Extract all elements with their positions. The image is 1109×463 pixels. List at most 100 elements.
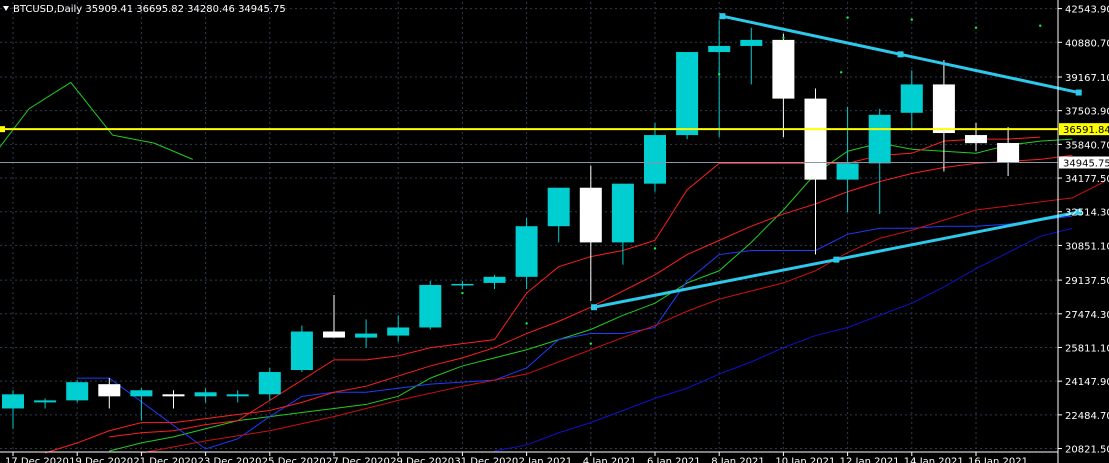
candle-body[interactable]: [290, 331, 313, 370]
candle-body[interactable]: [419, 284, 442, 328]
x-tick-label: 27 Dec 2020: [326, 456, 390, 463]
candle[interactable]: [451, 280, 474, 289]
candle[interactable]: [387, 315, 410, 342]
candle-body[interactable]: [932, 84, 955, 134]
candle[interactable]: [66, 380, 89, 403]
candle-body[interactable]: [483, 276, 506, 283]
y-tick-label: 34177.50: [1065, 174, 1109, 185]
y-tick-label: 37503.90: [1065, 107, 1109, 118]
candle[interactable]: [194, 388, 217, 403]
candle-body[interactable]: [836, 163, 859, 180]
x-tick-label: 2 Jan 2021: [519, 456, 573, 463]
candle[interactable]: [708, 19, 731, 138]
x-tick-label: 16 Jan 2021: [968, 456, 1028, 463]
candle-body[interactable]: [98, 384, 121, 397]
candle[interactable]: [932, 60, 955, 172]
y-tick-label: 35840.70: [1065, 140, 1109, 151]
trendlines-layer[interactable]: [591, 13, 1082, 311]
candle[interactable]: [579, 165, 602, 302]
candle[interactable]: [34, 398, 57, 409]
indicator-line-darkblue_ma: [494, 227, 1073, 452]
candle-body[interactable]: [258, 372, 281, 395]
candle-body[interactable]: [868, 114, 891, 164]
candle[interactable]: [772, 33, 795, 138]
candle-body[interactable]: [194, 392, 217, 397]
candle[interactable]: [804, 88, 827, 255]
signal-dot: [525, 322, 528, 325]
trendline-handle[interactable]: [833, 256, 840, 263]
x-tick-label: 8 Jan 2021: [711, 456, 765, 463]
y-tick-label: 29137.50: [1065, 276, 1109, 287]
candle[interactable]: [355, 319, 378, 348]
candles-layer[interactable]: [2, 19, 1020, 429]
candle[interactable]: [611, 183, 634, 265]
candle-body[interactable]: [355, 333, 378, 338]
candle-body[interactable]: [323, 331, 345, 338]
candle[interactable]: [290, 325, 313, 373]
candle-body[interactable]: [2, 394, 24, 409]
hline-layer[interactable]: 36591.84 34945.75: [0, 123, 1109, 169]
triangle-down-icon[interactable]: [3, 6, 9, 11]
candle-body[interactable]: [644, 135, 666, 184]
candle-body[interactable]: [451, 283, 474, 286]
trendline-handle[interactable]: [591, 304, 598, 311]
y-tick-label: 25811.10: [1065, 343, 1109, 354]
signal-dot: [782, 36, 785, 40]
indicator-line-red_ma: [44, 154, 1073, 454]
candle-body[interactable]: [965, 135, 987, 144]
candle[interactable]: [98, 378, 121, 409]
candle[interactable]: [965, 122, 987, 152]
candle[interactable]: [515, 218, 538, 289]
candle-body[interactable]: [676, 52, 699, 136]
signal-dot: [653, 247, 657, 250]
candle-body[interactable]: [900, 84, 923, 113]
candle-body[interactable]: [130, 390, 153, 397]
trendline-handle[interactable]: [719, 13, 726, 20]
candle-body[interactable]: [34, 400, 57, 403]
candle-body[interactable]: [804, 98, 827, 180]
candle-body[interactable]: [740, 39, 763, 46]
current-price-tag: [1059, 156, 1109, 169]
candle[interactable]: [740, 27, 763, 85]
candle-body[interactable]: [515, 226, 538, 277]
candle[interactable]: [2, 390, 24, 429]
candle-body[interactable]: [226, 394, 249, 397]
trendline-handle[interactable]: [1075, 89, 1082, 96]
candle[interactable]: [483, 274, 506, 289]
candle-body[interactable]: [611, 183, 634, 243]
x-tick-label: 12 Jan 2021: [840, 456, 900, 463]
candle-body[interactable]: [708, 45, 731, 53]
candle[interactable]: [130, 388, 153, 421]
candle-body[interactable]: [387, 327, 410, 336]
trendline-handle[interactable]: [1075, 209, 1082, 216]
candle-body[interactable]: [162, 394, 185, 397]
candle[interactable]: [836, 106, 859, 213]
candle[interactable]: [868, 108, 891, 215]
candle[interactable]: [900, 70, 923, 132]
x-tick-label: 25 Dec 2020: [262, 456, 326, 463]
candle[interactable]: [323, 295, 345, 338]
candle-body[interactable]: [66, 382, 89, 401]
candle[interactable]: [162, 390, 185, 409]
candle-body[interactable]: [772, 39, 795, 99]
candle-body[interactable]: [547, 187, 570, 227]
signal-dot: [846, 16, 849, 19]
candle-body[interactable]: [997, 142, 1020, 163]
candle[interactable]: [226, 390, 249, 403]
candle[interactable]: [997, 127, 1020, 176]
candle-body[interactable]: [579, 187, 602, 243]
candle[interactable]: [419, 280, 442, 330]
candle[interactable]: [676, 52, 699, 140]
chart-header-text: BTCUSD,Daily 35909.41 36695.82 34280.46 …: [13, 4, 286, 15]
candle[interactable]: [258, 367, 281, 401]
y-tick-label: 24147.90: [1065, 377, 1109, 388]
signal-dot: [839, 71, 843, 74]
hline-handle[interactable]: [0, 126, 5, 133]
candle[interactable]: [547, 187, 570, 243]
trendline-handle[interactable]: [897, 51, 904, 58]
candle[interactable]: [644, 122, 666, 192]
